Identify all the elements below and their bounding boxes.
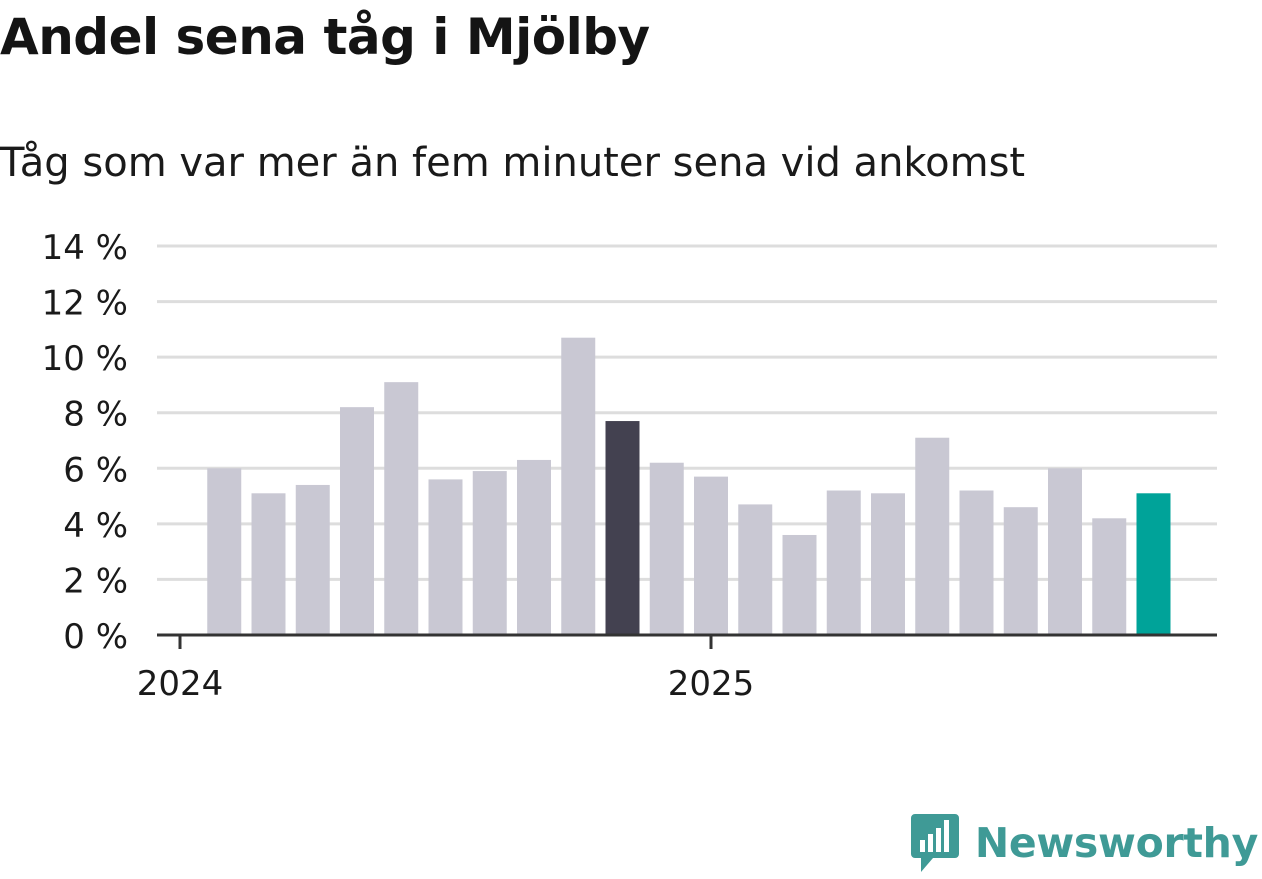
bar-2024-11 [605,421,640,635]
y-tick-label: 0 % [63,617,128,657]
y-tick-label: 12 % [42,284,128,324]
chart-subtitle: Tåg som var mer än fem minuter sena vid … [0,140,1026,186]
y-tick-label: 6 % [63,450,128,490]
bar-2025-08 [1003,507,1038,635]
bar-2025-01 [694,476,728,635]
newsworthy-logo: Newsworthy [910,813,1258,873]
bar-2024-12 [649,462,684,635]
y-tick-label: 4 % [63,506,128,546]
gridlines [157,244,1217,581]
bar-2024-10 [561,337,596,635]
bar-2025-03 [782,534,817,635]
y-tick-label: 8 % [63,395,128,435]
bar-2025-10 [1092,518,1127,635]
bar-2024-05 [340,407,374,635]
newsworthy-logo-icon [910,814,959,872]
bar-2025-07 [959,490,994,635]
y-tick-label: 14 % [42,228,128,268]
bar-2024-07 [428,479,463,635]
bar-2025-04 [826,490,861,635]
y-tick-label: 10 % [42,339,128,379]
bar-2025-05 [871,493,905,635]
bar-2025-06 [915,437,950,635]
bar-2024-08 [472,471,507,635]
y-tick-label: 2 % [63,561,128,601]
x-axis: 2024 2025 [137,633,1217,704]
bar-2024-02 [207,468,242,635]
chart-title: Andel sena tåg i Mjölby [0,8,650,66]
bar-2025-02 [738,504,773,635]
bar-2025-11 [1136,493,1171,635]
y-axis-tick-labels: 0 % 2 % 4 % 6 % 8 % 10 % 12 % 14 % [42,228,128,657]
x-tick-label: 2025 [668,664,755,704]
bars [207,337,1171,635]
bar-2024-03 [251,493,286,635]
brand-name: Newsworthy [974,819,1258,867]
bar-2024-09 [517,459,551,635]
bar-2024-04 [295,484,330,635]
bar-2025-09 [1048,468,1082,635]
x-tick-label: 2024 [137,664,224,704]
bar-2024-06 [384,382,419,635]
